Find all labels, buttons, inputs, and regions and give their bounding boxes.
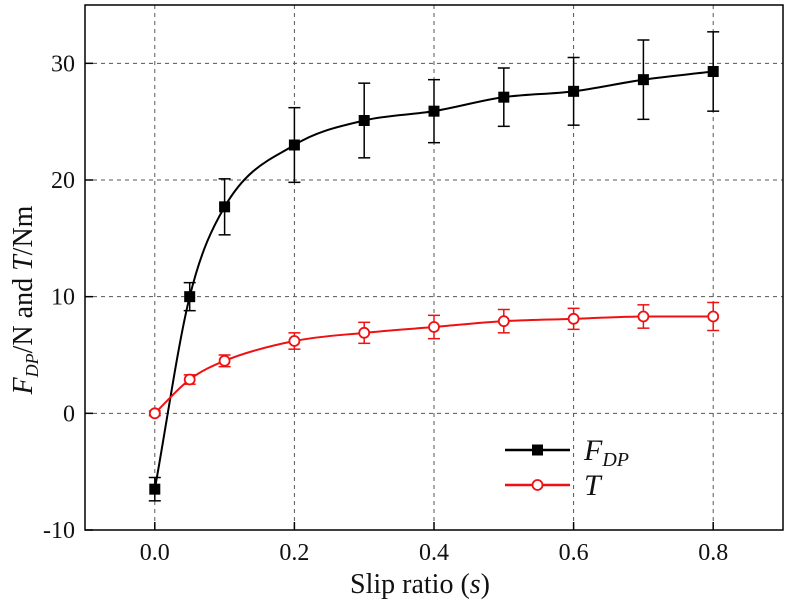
y-tick-label: 10	[51, 285, 75, 311]
data-point	[149, 483, 161, 495]
data-point	[637, 310, 650, 323]
y-tick-label: 30	[51, 51, 75, 77]
series-line	[154, 315, 714, 415]
data-point	[358, 115, 370, 126]
data-point	[288, 139, 300, 151]
data-point	[568, 85, 580, 97]
data-point	[498, 91, 510, 103]
data-point	[497, 315, 510, 328]
y-axis-label: FDP/N and T/Nm	[8, 205, 42, 395]
series-line	[153, 70, 714, 490]
x-tick-label: 0.2	[279, 540, 309, 566]
data-point	[218, 354, 231, 367]
x-tick-label: 0.8	[698, 540, 728, 566]
legend-item-fdp: FDP	[505, 434, 629, 471]
x-tick-label: 0.0	[140, 540, 170, 566]
data-point	[428, 321, 440, 333]
legend-marker	[532, 444, 543, 456]
y-tick-label: 20	[51, 168, 75, 194]
legend-marker	[531, 479, 544, 491]
ticks: 0.0 0.2 0.4 0.6 0.8 -10 0 10 20 30	[43, 51, 728, 566]
data-point	[707, 66, 719, 77]
y-tick-label: -10	[43, 518, 75, 544]
x-axis-label: Slip ratio (s)	[350, 569, 490, 600]
data-point	[707, 310, 720, 323]
data-point	[358, 326, 371, 339]
series-fdp	[148, 31, 720, 502]
y-tick-label: 0	[63, 401, 75, 427]
series-layer	[148, 31, 720, 502]
legend-item-t: T	[505, 469, 603, 502]
data-point	[428, 105, 440, 117]
legend-label: FDP	[583, 434, 629, 471]
series-t	[148, 301, 720, 420]
data-point	[637, 74, 649, 86]
data-point	[567, 312, 580, 325]
x-tick-label: 0.4	[419, 540, 449, 566]
legend-label: T	[584, 469, 603, 502]
x-tick-label: 0.6	[559, 540, 589, 566]
data-point	[183, 373, 196, 386]
data-point	[148, 407, 161, 420]
data-point	[288, 335, 301, 347]
data-point	[219, 201, 231, 213]
data-point	[184, 291, 196, 303]
